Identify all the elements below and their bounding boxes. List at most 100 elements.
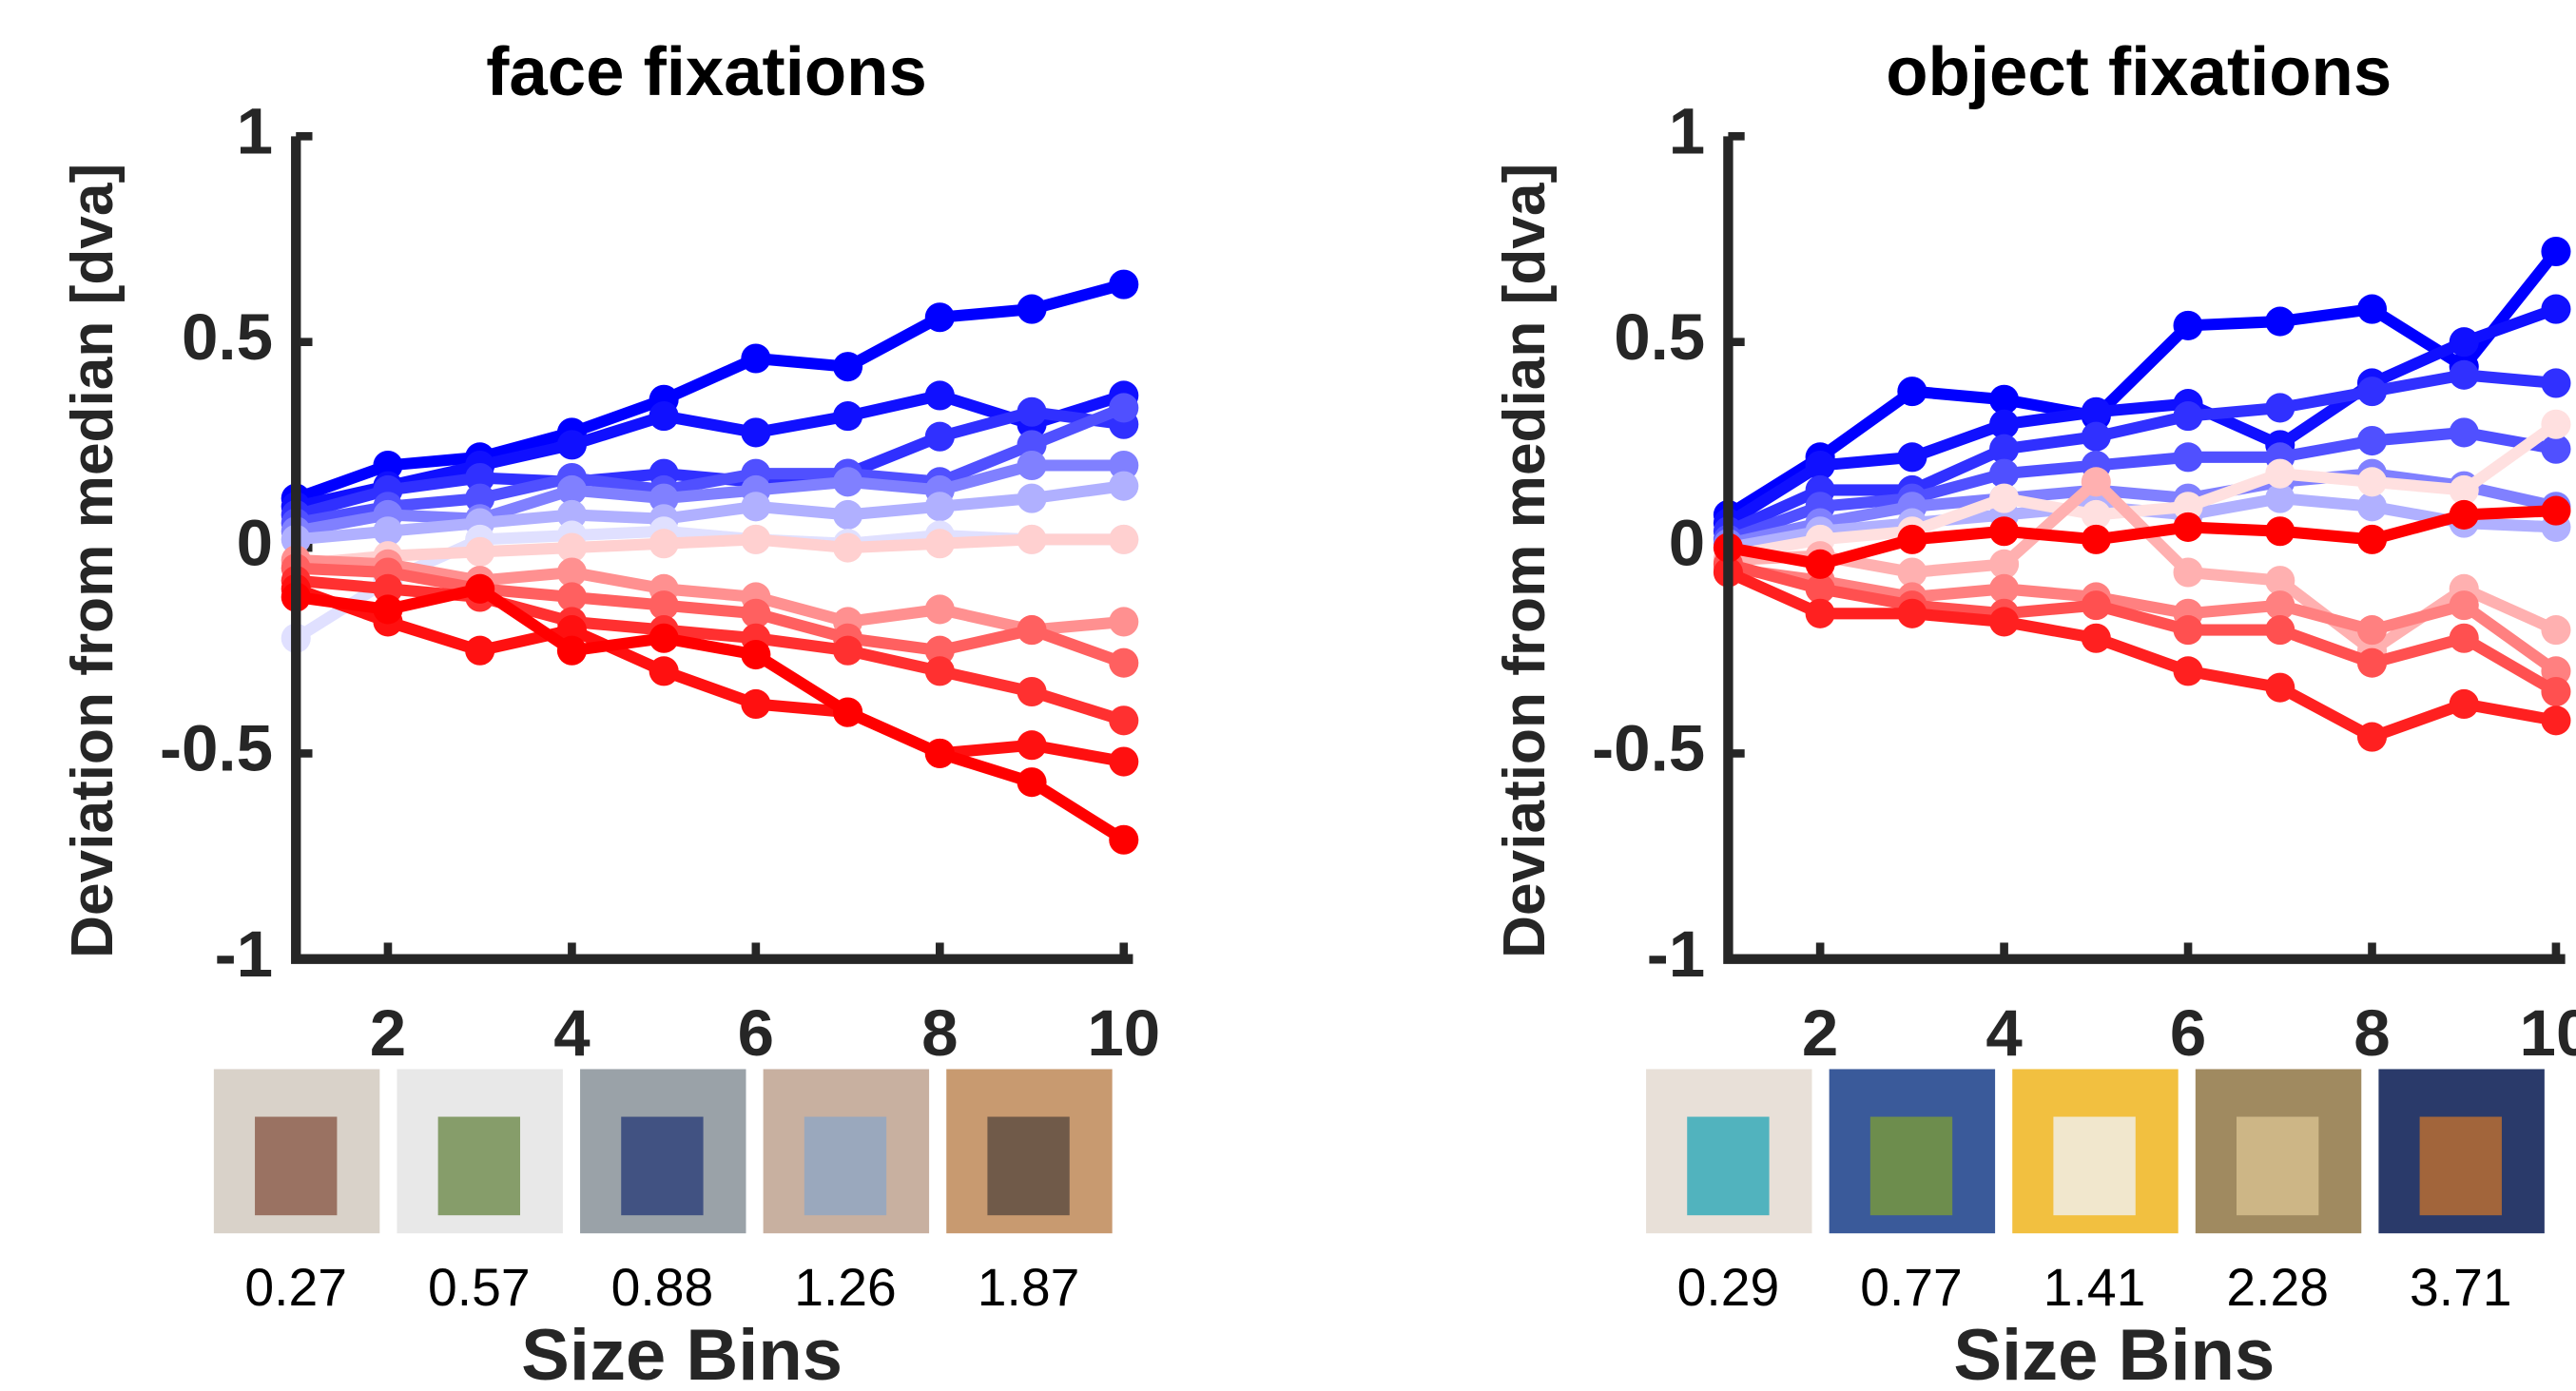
data-point bbox=[373, 450, 403, 481]
data-point bbox=[741, 417, 771, 448]
data-point bbox=[1109, 705, 1139, 736]
data-point bbox=[1109, 524, 1139, 554]
data-point bbox=[1805, 450, 1835, 481]
data-point bbox=[2173, 442, 2203, 473]
series-line bbox=[295, 480, 1125, 546]
data-point bbox=[556, 582, 587, 612]
data-point bbox=[2541, 656, 2571, 686]
data-point bbox=[2081, 524, 2111, 554]
data-point bbox=[2081, 623, 2111, 653]
data-point bbox=[649, 401, 679, 432]
axis bbox=[291, 136, 1133, 964]
data-point bbox=[1109, 269, 1139, 299]
data-point bbox=[1989, 458, 2020, 489]
data-point bbox=[2356, 492, 2388, 522]
y-tick-label: 0 bbox=[1669, 505, 1705, 579]
data-point bbox=[2081, 421, 2111, 452]
size-label: 1.41 bbox=[2043, 1258, 2146, 1317]
data-point bbox=[1109, 647, 1139, 678]
series-line bbox=[1727, 562, 2560, 676]
data-point bbox=[741, 598, 771, 628]
data-point bbox=[1989, 607, 2020, 637]
data-point bbox=[2265, 672, 2295, 703]
data-point bbox=[2541, 294, 2571, 324]
data-point bbox=[1805, 598, 1835, 628]
data-point bbox=[556, 474, 587, 506]
data-point bbox=[2541, 615, 2571, 646]
series-line bbox=[295, 402, 1127, 530]
data-point bbox=[1989, 549, 2020, 579]
series-line bbox=[1727, 419, 2560, 562]
y-tick-label: 0.5 bbox=[1614, 299, 1705, 374]
data-point bbox=[556, 532, 587, 563]
data-point bbox=[2356, 524, 2388, 554]
panel: object fixations Deviation from median [d… bbox=[1492, 33, 2576, 1391]
data-point bbox=[2541, 495, 2571, 526]
data-point bbox=[2173, 557, 2203, 588]
y-tick-label: 0.5 bbox=[182, 299, 273, 374]
y-axis-label: Deviation from median [dva] bbox=[60, 164, 126, 958]
data-point bbox=[2541, 236, 2571, 267]
data-point bbox=[373, 573, 403, 604]
series-line bbox=[295, 562, 1126, 668]
data-point bbox=[1805, 573, 1835, 604]
data-point bbox=[2265, 393, 2295, 423]
data-point bbox=[1109, 824, 1139, 855]
data-point bbox=[741, 688, 771, 720]
data-point bbox=[1989, 434, 2020, 464]
data-point bbox=[2541, 368, 2571, 398]
thumbnail-detail bbox=[2419, 1116, 2502, 1216]
data-point bbox=[833, 467, 863, 497]
data-point bbox=[2173, 512, 2203, 542]
thumbnail-detail bbox=[1869, 1116, 1953, 1216]
series-line bbox=[294, 583, 1125, 767]
data-point bbox=[2449, 623, 2479, 653]
data-point bbox=[1017, 483, 1047, 513]
size-label: 2.28 bbox=[2226, 1258, 2329, 1317]
data-point bbox=[1017, 524, 1047, 554]
data-point bbox=[1017, 767, 1047, 798]
data-point bbox=[2356, 377, 2388, 407]
data-point bbox=[2449, 688, 2479, 720]
data-point bbox=[465, 573, 495, 604]
y-axis-label: Deviation from median [dva] bbox=[1492, 164, 1558, 958]
data-point bbox=[2081, 396, 2111, 427]
data-point bbox=[1017, 730, 1047, 761]
data-point bbox=[2356, 294, 2388, 324]
data-point bbox=[2449, 327, 2479, 357]
data-point bbox=[465, 462, 495, 493]
data-point bbox=[741, 343, 771, 374]
size-label: 1.26 bbox=[794, 1258, 897, 1317]
series-line bbox=[295, 459, 1124, 537]
data-point bbox=[833, 401, 863, 432]
data-point bbox=[924, 656, 955, 686]
size-label: 1.87 bbox=[978, 1258, 1080, 1317]
data-point bbox=[2541, 409, 2571, 439]
data-point bbox=[649, 483, 679, 513]
x-tick-label: 6 bbox=[2170, 995, 2206, 1070]
panel: face fixations Deviation from median [dva… bbox=[60, 33, 1160, 1391]
x-tick-label: 8 bbox=[921, 995, 958, 1070]
series-line bbox=[1725, 303, 2558, 529]
x-tick-label: 4 bbox=[553, 995, 591, 1070]
y-tick-label: -1 bbox=[215, 917, 273, 991]
data-point bbox=[649, 656, 679, 686]
series-line bbox=[1726, 426, 2558, 546]
thumbnail-detail bbox=[804, 1116, 887, 1216]
data-point bbox=[2356, 722, 2388, 752]
y-tick-label: -0.5 bbox=[1592, 711, 1705, 785]
data-point bbox=[1017, 450, 1047, 481]
data-point bbox=[556, 499, 587, 530]
data-point bbox=[465, 536, 495, 567]
data-point bbox=[2356, 426, 2388, 456]
y-tick-label: 0 bbox=[237, 505, 273, 579]
size-label: 0.88 bbox=[611, 1258, 714, 1317]
data-point bbox=[649, 590, 679, 621]
data-point bbox=[833, 697, 863, 727]
y-tick-label: -1 bbox=[1647, 917, 1705, 991]
series-line bbox=[294, 279, 1126, 504]
size-label: 0.77 bbox=[1860, 1258, 1963, 1317]
data-point bbox=[1017, 396, 1047, 427]
thumbnail-detail bbox=[2053, 1116, 2136, 1216]
data-point bbox=[741, 639, 771, 670]
